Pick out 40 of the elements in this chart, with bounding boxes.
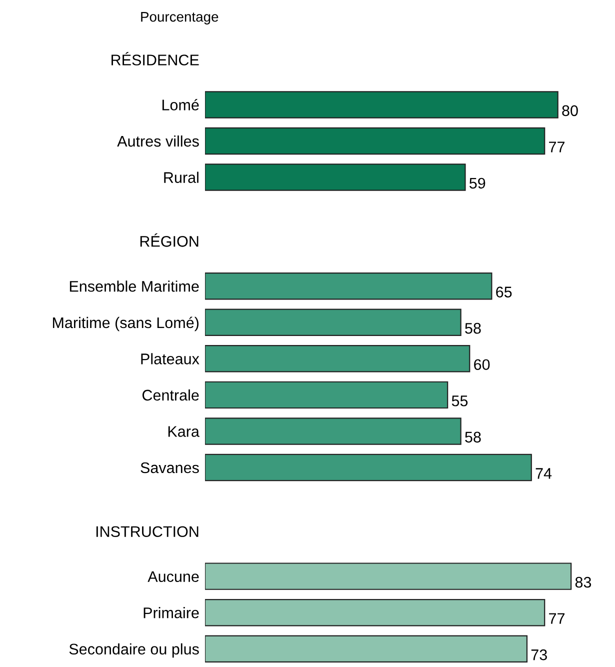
y-tick-label: Ensemble Maritime: [70, 280, 199, 292]
y-tick-label: Secondaire ou plus: [69, 643, 199, 658]
data-label: 77: [549, 613, 564, 624]
data-label: 83: [575, 576, 592, 588]
bar: [205, 381, 448, 409]
bar: [205, 418, 462, 445]
bar: [205, 454, 532, 482]
y-tick-label: INSTRUCTION: [96, 526, 198, 538]
data-label: 77: [549, 142, 564, 152]
bar: [205, 635, 528, 662]
y-tick-label: Plateaux: [141, 353, 200, 364]
data-label: 74: [536, 468, 552, 479]
y-tick-label: Autres villes: [117, 135, 199, 147]
y-tick-label: Lomé: [162, 99, 199, 110]
data-label: 80: [562, 105, 578, 116]
y-tick-label: Kara: [168, 426, 200, 437]
text: Pourcentage: [141, 12, 218, 24]
bar: [205, 164, 466, 191]
bar: [205, 272, 492, 300]
y-tick-label: Primaire: [144, 607, 199, 618]
data-label: 58: [465, 322, 481, 334]
data-label: 55: [452, 396, 468, 406]
y-tick-label: Maritime (sans Lomé): [52, 316, 199, 332]
y-tick-label: Rural: [164, 172, 198, 183]
y-tick-label: Aucune: [148, 571, 199, 582]
data-label: 73: [531, 649, 547, 660]
data-label: 65: [496, 286, 512, 298]
y-tick-label: RÉGION: [140, 233, 198, 247]
bar: [205, 598, 546, 626]
bar: [205, 308, 462, 336]
y-tick-label: RÉSIDENCE: [112, 52, 199, 66]
data-label: 58: [465, 432, 481, 443]
bar: [205, 562, 572, 590]
data-label: 59: [469, 178, 486, 189]
bar: [205, 345, 470, 372]
y-tick-label: Centrale: [142, 389, 199, 401]
bar: [205, 127, 546, 155]
bar: [205, 91, 558, 118]
y-tick-label: Savanes: [140, 462, 199, 474]
data-label: 60: [474, 359, 490, 370]
